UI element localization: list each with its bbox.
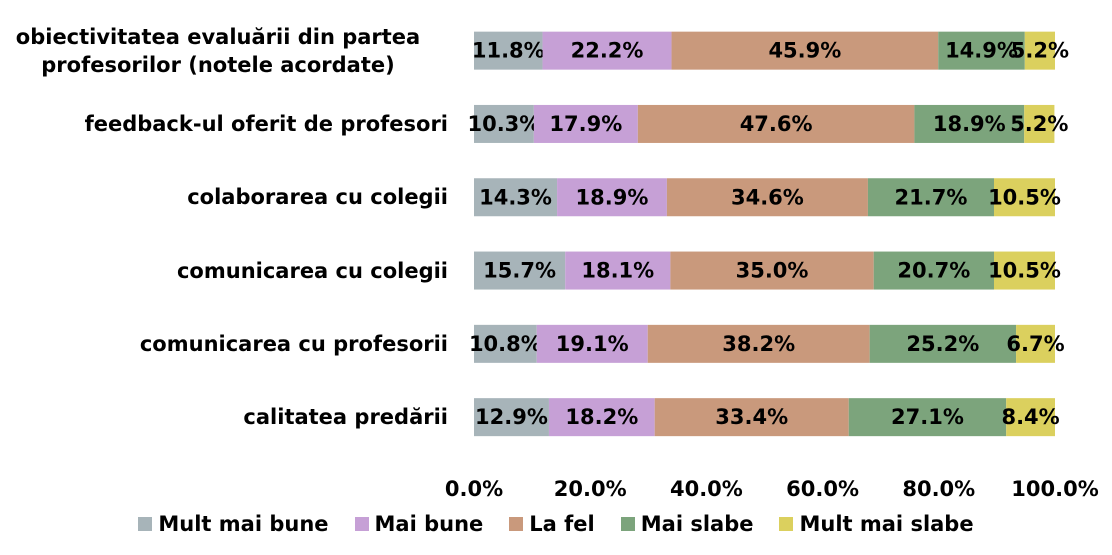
data-label: 45.9% [768, 39, 841, 63]
bar-segment [670, 251, 874, 290]
x-tick-label: 60.0% [786, 477, 859, 501]
data-label: 18.1% [581, 259, 654, 283]
data-label: 35.0% [736, 259, 809, 283]
bar-segment [474, 324, 537, 363]
category-label-box: feedback-ul oferit de profesori [0, 84, 448, 164]
data-label: 22.2% [571, 39, 644, 63]
bar-segment [666, 178, 868, 217]
x-tick-label: 80.0% [902, 477, 975, 501]
data-label: 10.8% [469, 332, 542, 356]
bar-segment [474, 31, 543, 70]
bar-segment [647, 324, 870, 363]
bar-segment [474, 398, 549, 437]
bar-segment [938, 31, 1025, 70]
data-label: 34.6% [731, 185, 804, 209]
data-label: 21.7% [895, 185, 968, 209]
category-label: feedback-ul oferit de profesori [84, 111, 448, 136]
data-label: 15.7% [483, 259, 556, 283]
legend-label: La fel [529, 512, 595, 536]
data-label: 8.4% [1001, 405, 1059, 429]
data-label: 10.3% [467, 112, 540, 136]
category-label: colaborarea cu colegii [187, 185, 448, 210]
x-tick-label: 40.0% [670, 477, 743, 501]
bar-segment [1024, 104, 1055, 143]
bar-segment [848, 398, 1007, 437]
data-label: 18.9% [576, 185, 649, 209]
bar-segment [474, 178, 558, 217]
data-label: 25.2% [906, 332, 979, 356]
bar-segment [869, 324, 1017, 363]
category-label: calitatea predării [243, 405, 448, 430]
x-tick-label: 100.0% [1011, 477, 1098, 501]
data-label: 18.9% [933, 112, 1006, 136]
data-label: 6.7% [1006, 332, 1064, 356]
legend-swatch [354, 517, 369, 531]
bar-segment [993, 178, 1055, 217]
bar-segment [671, 31, 939, 70]
category-label-box: comunicarea cu colegii [0, 231, 448, 311]
legend-label: Mult mai bune [158, 512, 329, 536]
legend-item: Mai bune [354, 512, 484, 536]
category-label-box: comunicarea cu profesorii [0, 304, 448, 384]
legend-label: Mai slabe [640, 512, 754, 536]
bar-segment [993, 251, 1055, 290]
bar-segment [637, 104, 915, 143]
data-label: 11.8% [472, 39, 545, 63]
data-label: 5.2% [1010, 112, 1068, 136]
bar-segment [1006, 398, 1055, 437]
bar-segment [914, 104, 1025, 143]
data-label: 19.1% [556, 332, 629, 356]
legend-swatch [138, 517, 153, 531]
category-label-box: obiectivitatea evaluării din partea prof… [0, 11, 448, 91]
bar-segment [654, 398, 849, 437]
data-label: 20.7% [897, 259, 970, 283]
legend: Mult mai bune Mai bune La fel Mai slabe Mult… [0, 512, 1112, 536]
legend-item: Mult mai slabe [779, 512, 974, 536]
bar-segment [474, 251, 566, 290]
data-label: 27.1% [891, 405, 964, 429]
data-label: 47.6% [740, 112, 813, 136]
x-tick-label: 20.0% [554, 477, 627, 501]
bar-segment [542, 31, 672, 70]
bar-segment [536, 324, 648, 363]
x-tick-label: 0.0% [445, 477, 503, 501]
data-label: 17.9% [549, 112, 622, 136]
data-label: 33.4% [715, 405, 788, 429]
legend-swatch [779, 517, 794, 531]
legend-item: Mult mai bune [138, 512, 329, 536]
legend-label: Mult mai slabe [799, 512, 974, 536]
legend-item: La fel [509, 512, 595, 536]
bar-segment [873, 251, 994, 290]
legend-swatch [509, 517, 524, 531]
data-label: 38.2% [722, 332, 795, 356]
data-label: 5.2% [1011, 39, 1069, 63]
data-label: 10.5% [988, 259, 1061, 283]
legend-swatch [620, 517, 635, 531]
data-label: 10.5% [988, 185, 1061, 209]
category-label-box: calitatea predării [0, 377, 448, 457]
bar-segment [548, 398, 655, 437]
bar-segment [1024, 31, 1055, 70]
bar-segment [867, 178, 994, 217]
data-label: 14.9% [945, 39, 1018, 63]
bar-segment [533, 104, 638, 143]
category-label: comunicarea cu colegii [176, 258, 448, 283]
bar-segment [474, 104, 534, 143]
bar-segment [1016, 324, 1055, 363]
category-label-box: colaborarea cu colegii [0, 157, 448, 237]
data-label: 12.9% [475, 405, 548, 429]
bar-segment [557, 178, 667, 217]
category-label: obiectivitatea evaluării din partea prof… [15, 24, 421, 77]
legend-label: Mai bune [374, 512, 484, 536]
legend-item: Mai slabe [620, 512, 754, 536]
bar-segment [565, 251, 671, 290]
category-label: comunicarea cu profesorii [139, 331, 448, 356]
data-label: 14.3% [479, 185, 552, 209]
data-label: 18.2% [565, 405, 638, 429]
